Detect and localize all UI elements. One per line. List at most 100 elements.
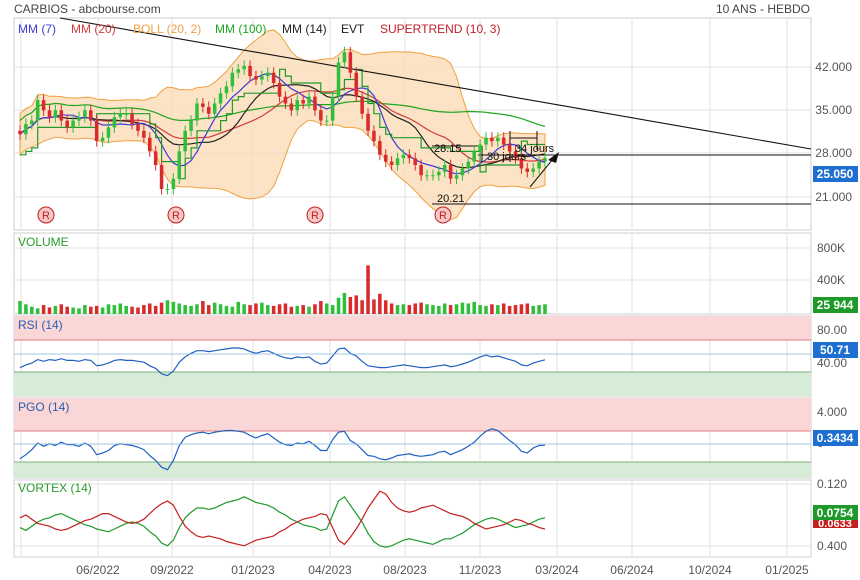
candle bbox=[206, 101, 211, 120]
legend-evt: EVT bbox=[341, 22, 365, 36]
pgo-upper-zone bbox=[14, 398, 811, 431]
volume-bar bbox=[41, 305, 46, 314]
candle bbox=[401, 149, 406, 164]
volume-bar bbox=[324, 303, 329, 314]
volume-bar bbox=[301, 305, 305, 314]
candle bbox=[319, 104, 323, 127]
candle bbox=[94, 115, 99, 147]
volume-bar bbox=[53, 305, 58, 314]
candle bbox=[543, 152, 547, 168]
candle bbox=[59, 104, 64, 127]
candle bbox=[354, 67, 359, 103]
candle bbox=[348, 46, 353, 79]
volume-bar bbox=[271, 305, 276, 314]
x-axis-label: 04/2023 bbox=[308, 563, 352, 577]
vortex-plus-line bbox=[19, 495, 546, 548]
volume-bar bbox=[183, 305, 187, 314]
candle bbox=[366, 108, 370, 137]
svg-text:25 944: 25 944 bbox=[817, 298, 854, 312]
volume-bar bbox=[218, 304, 223, 314]
volume-bar bbox=[201, 301, 205, 314]
volume-bar bbox=[112, 305, 117, 314]
candle bbox=[177, 145, 182, 185]
candle bbox=[478, 139, 482, 157]
volume-bar bbox=[501, 303, 506, 314]
volume-bar bbox=[159, 302, 164, 314]
candle bbox=[24, 118, 28, 140]
volume-bar bbox=[395, 305, 400, 314]
svg-text:0.0754: 0.0754 bbox=[817, 506, 854, 520]
pgo-last-badge: 0.3434 bbox=[813, 430, 858, 446]
candle bbox=[531, 162, 535, 178]
candle bbox=[277, 77, 282, 103]
volume-bar bbox=[35, 308, 40, 314]
price-tick-35: 35.000 bbox=[815, 103, 852, 117]
candle bbox=[295, 94, 300, 116]
volume-bar bbox=[401, 304, 406, 314]
candle bbox=[30, 115, 34, 130]
legend-mm7: MM (7) bbox=[18, 22, 56, 36]
volume-bar bbox=[148, 303, 152, 314]
candle bbox=[165, 183, 170, 195]
volume-bar bbox=[18, 301, 22, 314]
candle bbox=[496, 132, 500, 147]
x-axis-label: 06/2024 bbox=[610, 563, 654, 577]
volume-bar bbox=[319, 301, 323, 314]
candle bbox=[501, 132, 506, 150]
candle bbox=[324, 115, 329, 127]
volume-bar bbox=[142, 305, 146, 314]
annotation-cycle-1: 30 jours bbox=[487, 151, 527, 163]
candle bbox=[537, 156, 541, 174]
volume-bar bbox=[224, 305, 229, 314]
candle bbox=[83, 104, 87, 123]
rsi-title: RSI (14) bbox=[18, 318, 63, 332]
vortex-title: VORTEX (14) bbox=[18, 481, 92, 495]
volume-bar bbox=[260, 302, 264, 314]
x-axis-label: 03/2024 bbox=[535, 563, 579, 577]
volume-bar bbox=[118, 303, 123, 314]
candle bbox=[100, 132, 105, 147]
candle bbox=[289, 98, 294, 116]
candle bbox=[378, 135, 382, 161]
vortex-tick-0400: 0.400 bbox=[817, 539, 847, 553]
legend-mm100: MM (100) bbox=[215, 22, 266, 36]
x-axis-labels: 06/2022 09/2022 01/2023 04/2023 08/2023 11/20… bbox=[76, 563, 809, 577]
candle bbox=[330, 91, 335, 127]
price-y-ticks: 42.000 35.000 28.000 21.000 bbox=[815, 60, 852, 204]
price-tick-28: 28.000 bbox=[815, 146, 852, 160]
volume-bar bbox=[165, 300, 170, 314]
signal-marker-4: R bbox=[434, 206, 452, 224]
volume-bar bbox=[30, 306, 34, 314]
svg-text:R: R bbox=[42, 210, 50, 222]
candle bbox=[71, 115, 75, 133]
candle bbox=[183, 125, 187, 157]
volume-bar bbox=[89, 306, 93, 314]
volume-bar bbox=[289, 306, 294, 314]
volume-bar bbox=[124, 305, 128, 314]
candle bbox=[53, 104, 58, 123]
candles bbox=[18, 46, 547, 195]
candle bbox=[242, 60, 246, 75]
x-axis-label: 09/2022 bbox=[150, 563, 194, 577]
volume-bar bbox=[543, 304, 547, 314]
volume-bars bbox=[18, 265, 547, 314]
candle bbox=[254, 70, 258, 86]
trendline-down bbox=[59, 17, 812, 150]
candle bbox=[472, 145, 476, 168]
mm20-line bbox=[19, 87, 546, 163]
volume-bar bbox=[106, 304, 111, 314]
volume-bar bbox=[136, 307, 140, 314]
volume-bar bbox=[525, 303, 530, 314]
volume-bar bbox=[47, 307, 52, 314]
volume-bar bbox=[378, 293, 382, 314]
volume-bar bbox=[59, 304, 64, 314]
candle bbox=[307, 91, 311, 109]
legend-boll: BOLL (20, 2) bbox=[133, 22, 201, 36]
svg-text:R: R bbox=[172, 210, 180, 222]
volume-bar bbox=[206, 305, 211, 314]
volume-bar bbox=[195, 304, 199, 314]
volume-bar bbox=[389, 303, 394, 314]
candle bbox=[336, 56, 341, 103]
candle bbox=[283, 91, 288, 109]
